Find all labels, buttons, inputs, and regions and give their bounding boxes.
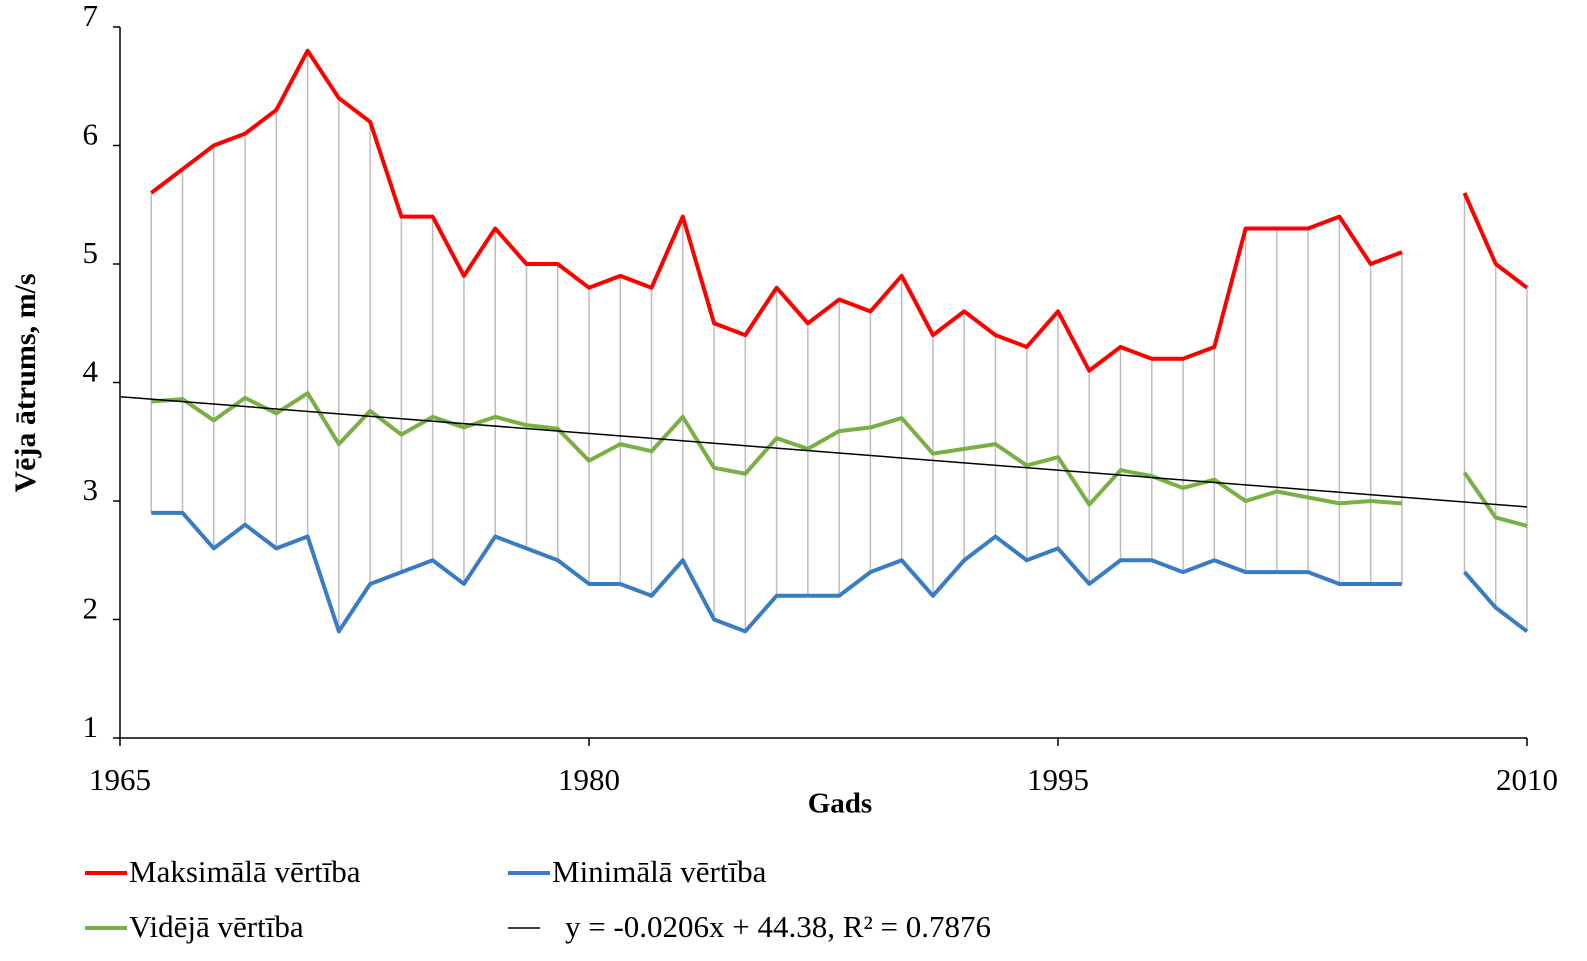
x-tick-label: 2010 (1496, 762, 1558, 797)
series-line (151, 391, 1528, 528)
legend-label: Vidējā vērtība (129, 909, 304, 944)
y-tick-label: 1 (83, 709, 99, 744)
y-tick-label: 4 (83, 354, 99, 389)
legend-label: Minimālā vērtība (552, 854, 767, 889)
x-tick-label: 1995 (1027, 762, 1089, 797)
y-axis-title: Vēja ātrums, m/s (9, 273, 42, 492)
x-tick-label: 1980 (558, 762, 620, 797)
y-tick-label: 7 (83, 0, 99, 33)
x-axis-title: Gads (808, 788, 872, 820)
y-tick-label: 5 (83, 235, 99, 270)
y-tick-label: 3 (83, 472, 99, 507)
series-line (119, 395, 1528, 508)
legend-label: y = -0.0206x + 44.38, R² = 0.7876 (565, 909, 991, 944)
series-line (150, 48, 1529, 373)
y-tick-label: 6 (83, 117, 99, 152)
legend-label: Maksimālā vērtība (129, 854, 361, 889)
x-tick-label: 1965 (89, 762, 151, 797)
y-tick-label: 2 (83, 591, 99, 626)
series-line (151, 510, 1529, 634)
